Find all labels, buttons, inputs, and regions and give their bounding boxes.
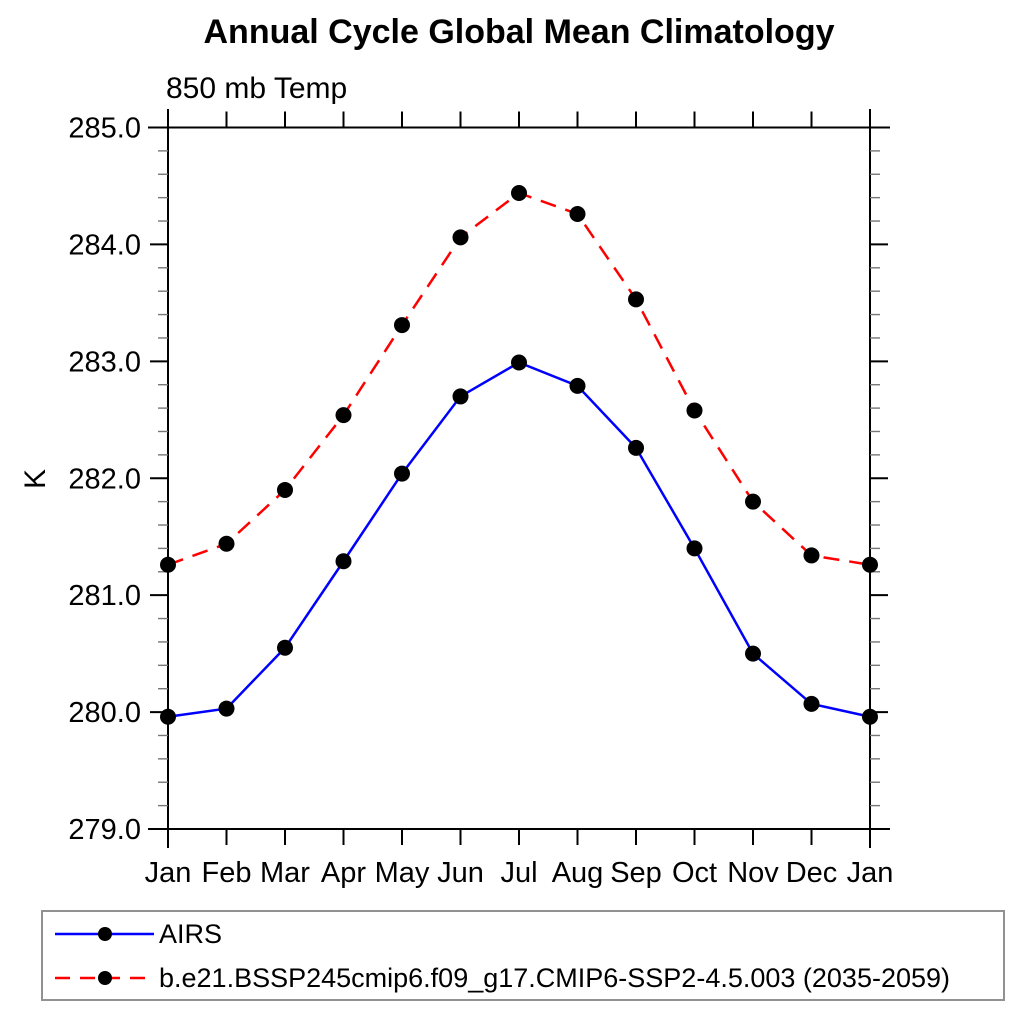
x-tick-label: Sep bbox=[610, 857, 662, 889]
y-tick-label: 279.0 bbox=[68, 814, 141, 846]
chart-title: Annual Cycle Global Mean Climatology bbox=[203, 13, 835, 51]
data-point-marker bbox=[511, 354, 527, 371]
y-tick-label: 281.0 bbox=[68, 580, 141, 612]
y-tick-label: 285.0 bbox=[68, 113, 141, 145]
x-tick-label: Aug bbox=[552, 857, 604, 889]
legend-box: AIRS b.e21.BSSP245cmip6.f09_g17.CMIP6-SS… bbox=[41, 910, 1005, 1001]
legend-label-airs: AIRS bbox=[159, 918, 223, 949]
data-point-marker bbox=[394, 465, 410, 482]
legend-entry-airs: AIRS bbox=[49, 916, 222, 952]
x-tick-label: Feb bbox=[202, 857, 252, 889]
y-tick-label: 280.0 bbox=[68, 697, 141, 729]
data-point-marker bbox=[862, 556, 878, 573]
data-point-marker bbox=[511, 184, 527, 201]
series-line-1 bbox=[167, 191, 871, 567]
legend-marker-icon bbox=[98, 971, 112, 985]
x-tick-label: Jun bbox=[437, 857, 484, 889]
data-point-marker bbox=[335, 553, 352, 570]
legend-marker-icon bbox=[98, 927, 112, 941]
data-point-marker bbox=[686, 540, 703, 557]
data-point-marker bbox=[628, 439, 644, 456]
data-point-marker bbox=[218, 535, 235, 552]
x-tick-label: Oct bbox=[672, 857, 717, 889]
data-point-marker bbox=[218, 700, 235, 717]
legend-swatch-dashed-line bbox=[55, 971, 154, 985]
data-point-marker bbox=[277, 639, 293, 656]
x-tick-label: Jan bbox=[145, 857, 192, 889]
data-point-marker bbox=[452, 229, 469, 246]
data-point-marker bbox=[277, 481, 293, 498]
data-point-marker bbox=[160, 556, 176, 573]
x-tick-label: Mar bbox=[260, 857, 310, 889]
data-point-marker bbox=[803, 695, 820, 712]
x-tick-label: Nov bbox=[727, 857, 779, 889]
data-point-marker bbox=[394, 317, 410, 334]
data-point-marker bbox=[628, 291, 644, 308]
series-line-0 bbox=[167, 361, 871, 718]
data-point-marker bbox=[335, 407, 352, 424]
data-point-marker bbox=[745, 493, 761, 510]
y-tick-label: 282.0 bbox=[68, 463, 141, 495]
data-point-marker bbox=[862, 708, 878, 725]
data-point-marker bbox=[452, 388, 469, 405]
y-tick-label: 283.0 bbox=[68, 346, 141, 378]
x-tick-label: Apr bbox=[321, 857, 366, 889]
legend-entry-model: b.e21.BSSP245cmip6.f09_g17.CMIP6-SSP2-4.… bbox=[49, 960, 950, 996]
x-tick-label: Dec bbox=[786, 857, 838, 889]
x-tick-label: May bbox=[375, 857, 430, 889]
data-point-marker bbox=[160, 708, 176, 725]
legend-swatch-solid-line bbox=[55, 927, 154, 941]
x-tick-label: Jul bbox=[500, 857, 537, 889]
chart-subtitle: 850 mb Temp bbox=[166, 72, 348, 105]
data-point-marker bbox=[569, 377, 586, 394]
data-point-marker bbox=[686, 402, 703, 419]
x-tick-label: Jan bbox=[847, 857, 894, 889]
y-tick-label: 284.0 bbox=[68, 229, 141, 261]
data-point-marker bbox=[745, 645, 761, 662]
legend-label-model: b.e21.BSSP245cmip6.f09_g17.CMIP6-SSP2-4.… bbox=[159, 962, 951, 993]
data-point-marker bbox=[803, 547, 820, 564]
data-point-marker bbox=[569, 206, 586, 223]
